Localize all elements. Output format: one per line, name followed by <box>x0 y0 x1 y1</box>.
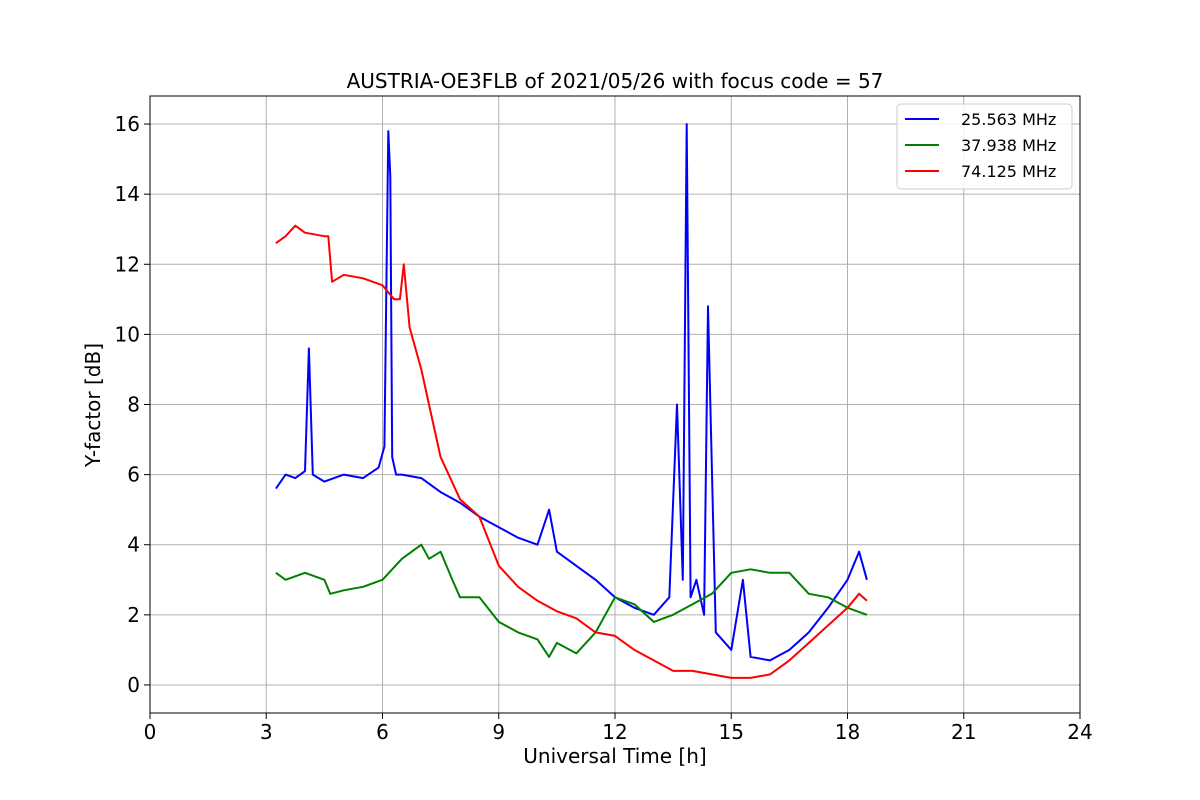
legend-label: 37.938 MHz <box>961 136 1056 155</box>
y-tick-label: 10 <box>115 322 140 346</box>
y-tick-label: 0 <box>127 673 140 697</box>
x-tick-label: 21 <box>951 720 976 744</box>
legend-label: 74.125 MHz <box>961 162 1056 181</box>
y-tick-label: 16 <box>115 112 140 136</box>
series-line-25-563-mhz <box>275 123 868 662</box>
series-line-37-938-mhz <box>275 543 868 658</box>
y-tick-label: 4 <box>127 533 140 557</box>
x-tick-label: 9 <box>492 720 505 744</box>
y-tick-label: 14 <box>115 182 140 206</box>
series-layer <box>275 123 868 679</box>
legend: 25.563 MHz 37.938 MHz 74.125 MHz <box>896 103 1073 190</box>
legend-box <box>896 103 1073 190</box>
y-tick-label: 8 <box>127 393 140 417</box>
x-tick-label: 12 <box>602 720 627 744</box>
x-axis-label: Universal Time [h] <box>523 744 706 768</box>
x-tick-label: 18 <box>835 720 860 744</box>
y-tick-label: 12 <box>115 252 140 276</box>
y-axis-label: Y-factor [dB] <box>81 343 105 468</box>
x-tick-label: 24 <box>1067 720 1092 744</box>
x-tick-label: 0 <box>144 720 157 744</box>
y-tick-label: 6 <box>127 463 140 487</box>
chart-title: AUSTRIA-OE3FLB of 2021/05/26 with focus … <box>347 69 884 93</box>
x-tick-label: 15 <box>719 720 744 744</box>
legend-label: 25.563 MHz <box>961 110 1056 129</box>
x-tick-label: 3 <box>260 720 273 744</box>
x-tick-label: 6 <box>376 720 389 744</box>
y-tick-label: 2 <box>127 603 140 627</box>
series-line-74-125-mhz <box>275 224 868 679</box>
